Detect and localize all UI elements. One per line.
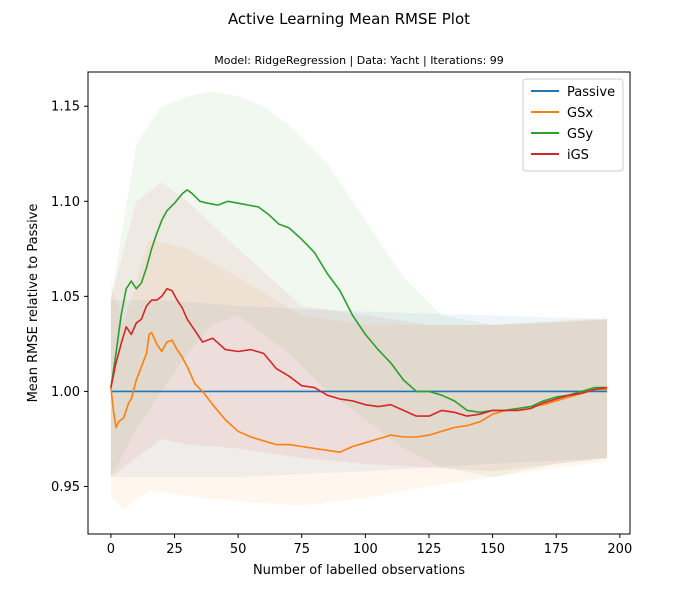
- legend-box: [522, 78, 624, 172]
- confidence-bands: [110, 91, 608, 510]
- series-line-igs: [110, 287, 608, 417]
- y-tick-label: 0.95: [51, 480, 80, 495]
- band-passive: [110, 300, 608, 477]
- y-tick-label: 1.10: [51, 195, 80, 210]
- series-lines: [110, 189, 608, 454]
- chart-title: Active Learning Mean RMSE Plot: [228, 10, 470, 28]
- x-tick-label: 100: [353, 542, 378, 557]
- x-axis: 0 25 50 75 100 125 150 175 200: [107, 534, 632, 557]
- x-tick-label: 75: [293, 542, 310, 557]
- legend-label-gsy: GSy: [567, 127, 593, 142]
- y-tick-label: 1.15: [51, 100, 80, 115]
- legend-label-passive: Passive: [567, 85, 615, 100]
- plot-frame: [87, 71, 631, 535]
- band-gsx: [110, 239, 608, 510]
- x-tick-label: 200: [607, 542, 632, 557]
- legend: Passive GSx GSy iGS: [522, 78, 624, 172]
- x-tick-label: 150: [480, 542, 505, 557]
- x-tick-label: 175: [544, 542, 569, 557]
- y-tick-label: 1.05: [51, 290, 80, 305]
- x-tick-label: 125: [417, 542, 442, 557]
- chart-subtitle: Model: RidgeRegression | Data: Yacht | I…: [214, 54, 504, 67]
- legend-label-igs: iGS: [567, 148, 589, 163]
- band-igs: [110, 182, 608, 478]
- band-gsy: [110, 91, 608, 477]
- x-tick-label: 50: [230, 542, 247, 557]
- legend-label-gsx: GSx: [567, 106, 593, 121]
- x-axis-label: Number of labelled observations: [253, 563, 465, 578]
- y-tick-label: 1.00: [51, 385, 80, 400]
- x-tick-label: 0: [107, 542, 115, 557]
- series-line-gsx: [110, 331, 608, 454]
- x-tick-label: 25: [166, 542, 183, 557]
- y-axis: 0.95 1.00 1.05 1.10 1.15: [51, 100, 88, 495]
- y-axis-label: Mean RMSE relative to Passive: [26, 204, 41, 403]
